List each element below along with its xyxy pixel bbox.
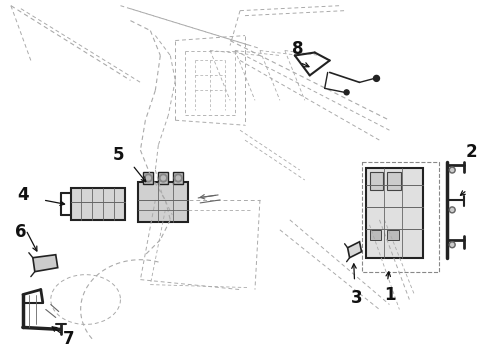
Bar bbox=[173, 172, 183, 184]
Bar bbox=[158, 172, 168, 184]
Bar bbox=[71, 188, 125, 220]
Circle shape bbox=[449, 207, 455, 213]
Bar bbox=[138, 182, 188, 222]
Bar bbox=[388, 230, 399, 240]
Bar bbox=[362, 162, 439, 272]
Text: 4: 4 bbox=[17, 186, 29, 204]
Circle shape bbox=[159, 174, 167, 182]
Text: 8: 8 bbox=[292, 40, 303, 58]
Bar bbox=[366, 168, 423, 258]
Circle shape bbox=[451, 243, 454, 246]
Text: 6: 6 bbox=[15, 223, 26, 241]
Circle shape bbox=[373, 75, 379, 81]
Circle shape bbox=[147, 176, 150, 180]
Polygon shape bbox=[347, 242, 362, 258]
Circle shape bbox=[449, 242, 455, 248]
Text: 5: 5 bbox=[113, 146, 124, 164]
Circle shape bbox=[176, 176, 180, 180]
Circle shape bbox=[161, 176, 165, 180]
Text: 1: 1 bbox=[384, 285, 395, 303]
Circle shape bbox=[344, 90, 349, 95]
Text: 2: 2 bbox=[466, 143, 477, 161]
Circle shape bbox=[451, 168, 454, 171]
Circle shape bbox=[145, 174, 152, 182]
Bar bbox=[388, 172, 401, 190]
Circle shape bbox=[451, 208, 454, 211]
Text: 3: 3 bbox=[351, 289, 363, 307]
Circle shape bbox=[174, 174, 182, 182]
Polygon shape bbox=[33, 255, 58, 272]
Circle shape bbox=[449, 167, 455, 173]
Bar bbox=[144, 172, 153, 184]
Bar bbox=[369, 172, 384, 190]
Bar bbox=[369, 230, 382, 240]
Text: 7: 7 bbox=[63, 330, 74, 348]
